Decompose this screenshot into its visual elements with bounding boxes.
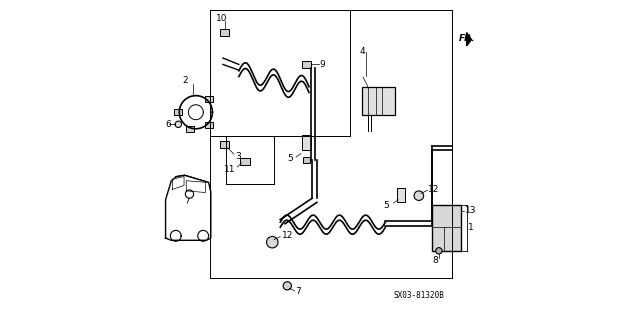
Text: 4: 4 (360, 47, 366, 56)
Text: 12: 12 (282, 231, 293, 240)
Bar (174, 109, 182, 115)
Bar (204, 122, 213, 128)
Text: 3: 3 (236, 152, 241, 161)
Text: 2: 2 (182, 76, 188, 85)
Text: 1: 1 (468, 223, 473, 232)
Text: SX03-81320B: SX03-81320B (394, 291, 444, 300)
Text: 7: 7 (296, 287, 301, 296)
Circle shape (175, 121, 182, 127)
Bar (220, 141, 229, 148)
Bar (185, 126, 194, 132)
Bar (303, 157, 310, 163)
Circle shape (283, 282, 291, 290)
Circle shape (436, 248, 442, 254)
Bar (220, 29, 229, 36)
Text: 8: 8 (433, 257, 439, 266)
Bar (240, 158, 250, 165)
Bar (432, 204, 461, 251)
Circle shape (266, 236, 278, 248)
Text: 12: 12 (429, 185, 440, 194)
Text: 10: 10 (215, 14, 227, 23)
Bar (397, 188, 405, 202)
Bar (362, 87, 395, 116)
Text: FR.: FR. (459, 35, 475, 44)
Text: 11: 11 (224, 165, 236, 174)
Circle shape (414, 191, 424, 200)
Text: 6: 6 (166, 120, 171, 129)
Circle shape (185, 190, 194, 198)
Bar (302, 134, 311, 150)
Text: 9: 9 (320, 60, 326, 69)
Polygon shape (467, 33, 471, 46)
Text: 13: 13 (466, 206, 477, 215)
Bar (302, 61, 311, 68)
Bar (204, 97, 213, 102)
Text: 5: 5 (383, 201, 389, 210)
Text: 5: 5 (287, 154, 293, 163)
